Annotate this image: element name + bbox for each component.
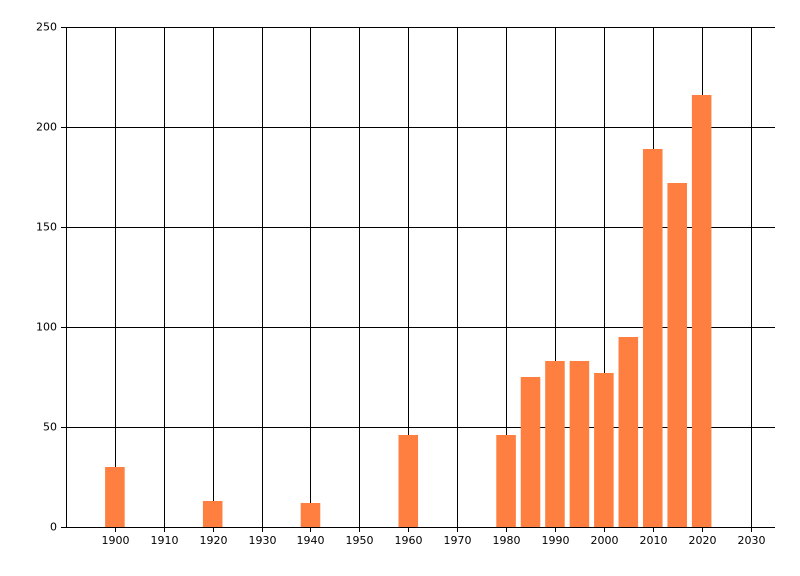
bar [545,361,565,527]
x-tick-label: 1970 [444,534,472,547]
x-tick-label: 1990 [542,534,570,547]
y-tick-label: 50 [43,421,57,434]
bar [618,337,639,527]
bar [642,149,663,527]
bar [496,435,516,527]
x-tick-label: 2030 [738,534,766,547]
bar [569,361,590,527]
bar [594,373,614,527]
x-tick-label: 1910 [151,534,179,547]
bar [300,503,321,527]
x-tick-label: 1980 [493,534,521,547]
bar [105,467,125,527]
x-tick-label: 2020 [689,534,717,547]
y-tick-label: 250 [36,21,57,34]
x-tick-label: 1940 [297,534,325,547]
y-tick-label: 150 [36,221,57,234]
x-tick-label: 2000 [591,534,619,547]
x-tick-label: 1950 [346,534,374,547]
y-tick-label: 0 [50,521,57,534]
x-tick-label: 1930 [249,534,277,547]
y-tick-label: 100 [36,321,57,334]
bar [667,183,687,527]
bar [520,377,541,527]
y-tick-label: 200 [36,121,57,134]
bar [398,435,419,527]
bar [202,501,223,527]
x-tick-label: 2010 [640,534,668,547]
x-tick-label: 1900 [102,534,130,547]
x-tick-label: 1960 [395,534,423,547]
x-tick-label: 1920 [200,534,228,547]
bar [691,95,712,527]
